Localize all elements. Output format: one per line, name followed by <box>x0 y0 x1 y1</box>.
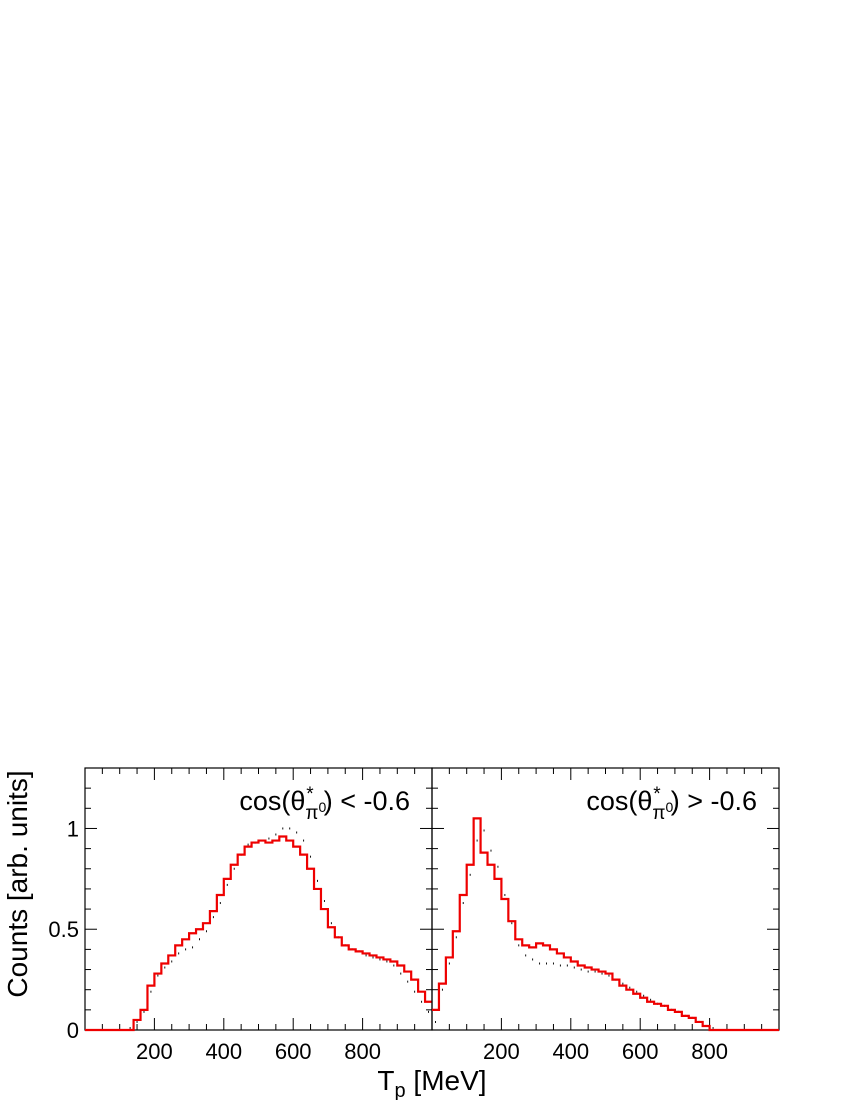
x-axis-title: Tp [MeV] <box>377 1065 486 1100</box>
x-axis-title-unit: [MeV] <box>406 1065 487 1096</box>
panel-left: 00.51 200 400 600 800 cos(θπ0*) < -0.6 <box>48 767 433 1064</box>
panel-right-data-points <box>435 829 714 1029</box>
left-x-tick-label: 200 <box>136 1039 173 1064</box>
panel-left-x-tick-labels: 200 400 600 800 <box>136 1039 381 1064</box>
panel-right: 200 400 600 800 cos(θπ0*) > -0.6 <box>431 767 780 1064</box>
right-x-tick-label: 600 <box>622 1039 659 1064</box>
panel-left-label: cos(θπ0*) < -0.6 <box>239 784 410 824</box>
panel-left-y-tick-labels: 00.51 <box>48 816 79 1043</box>
panel-right-ticks <box>431 767 780 1031</box>
right-x-tick-label: 800 <box>691 1039 728 1064</box>
left-x-tick-label: 800 <box>344 1039 381 1064</box>
x-axis-title-sub: p <box>395 1080 406 1100</box>
panel-left-simulation-line <box>85 835 432 1032</box>
left-y-tick-label: 1 <box>67 816 79 841</box>
panel-right-simulation-line <box>432 817 779 1032</box>
left-x-tick-label: 400 <box>205 1039 242 1064</box>
panel-right-x-tick-labels: 200 400 600 800 <box>483 1039 728 1064</box>
left-y-tick-label: 0 <box>67 1018 79 1043</box>
panel-right-label: cos(θπ0*) > -0.6 <box>586 784 757 824</box>
y-axis-title: Counts [arb. units] <box>2 770 33 997</box>
right-x-tick-label: 400 <box>552 1039 589 1064</box>
panel-left-ticks <box>84 767 433 1031</box>
right-x-tick-label: 200 <box>483 1039 520 1064</box>
left-x-tick-label: 600 <box>275 1039 312 1064</box>
panel-left-data-points <box>129 827 429 1029</box>
left-y-tick-label: 0.5 <box>48 917 79 942</box>
x-axis-title-main: T <box>377 1065 394 1096</box>
